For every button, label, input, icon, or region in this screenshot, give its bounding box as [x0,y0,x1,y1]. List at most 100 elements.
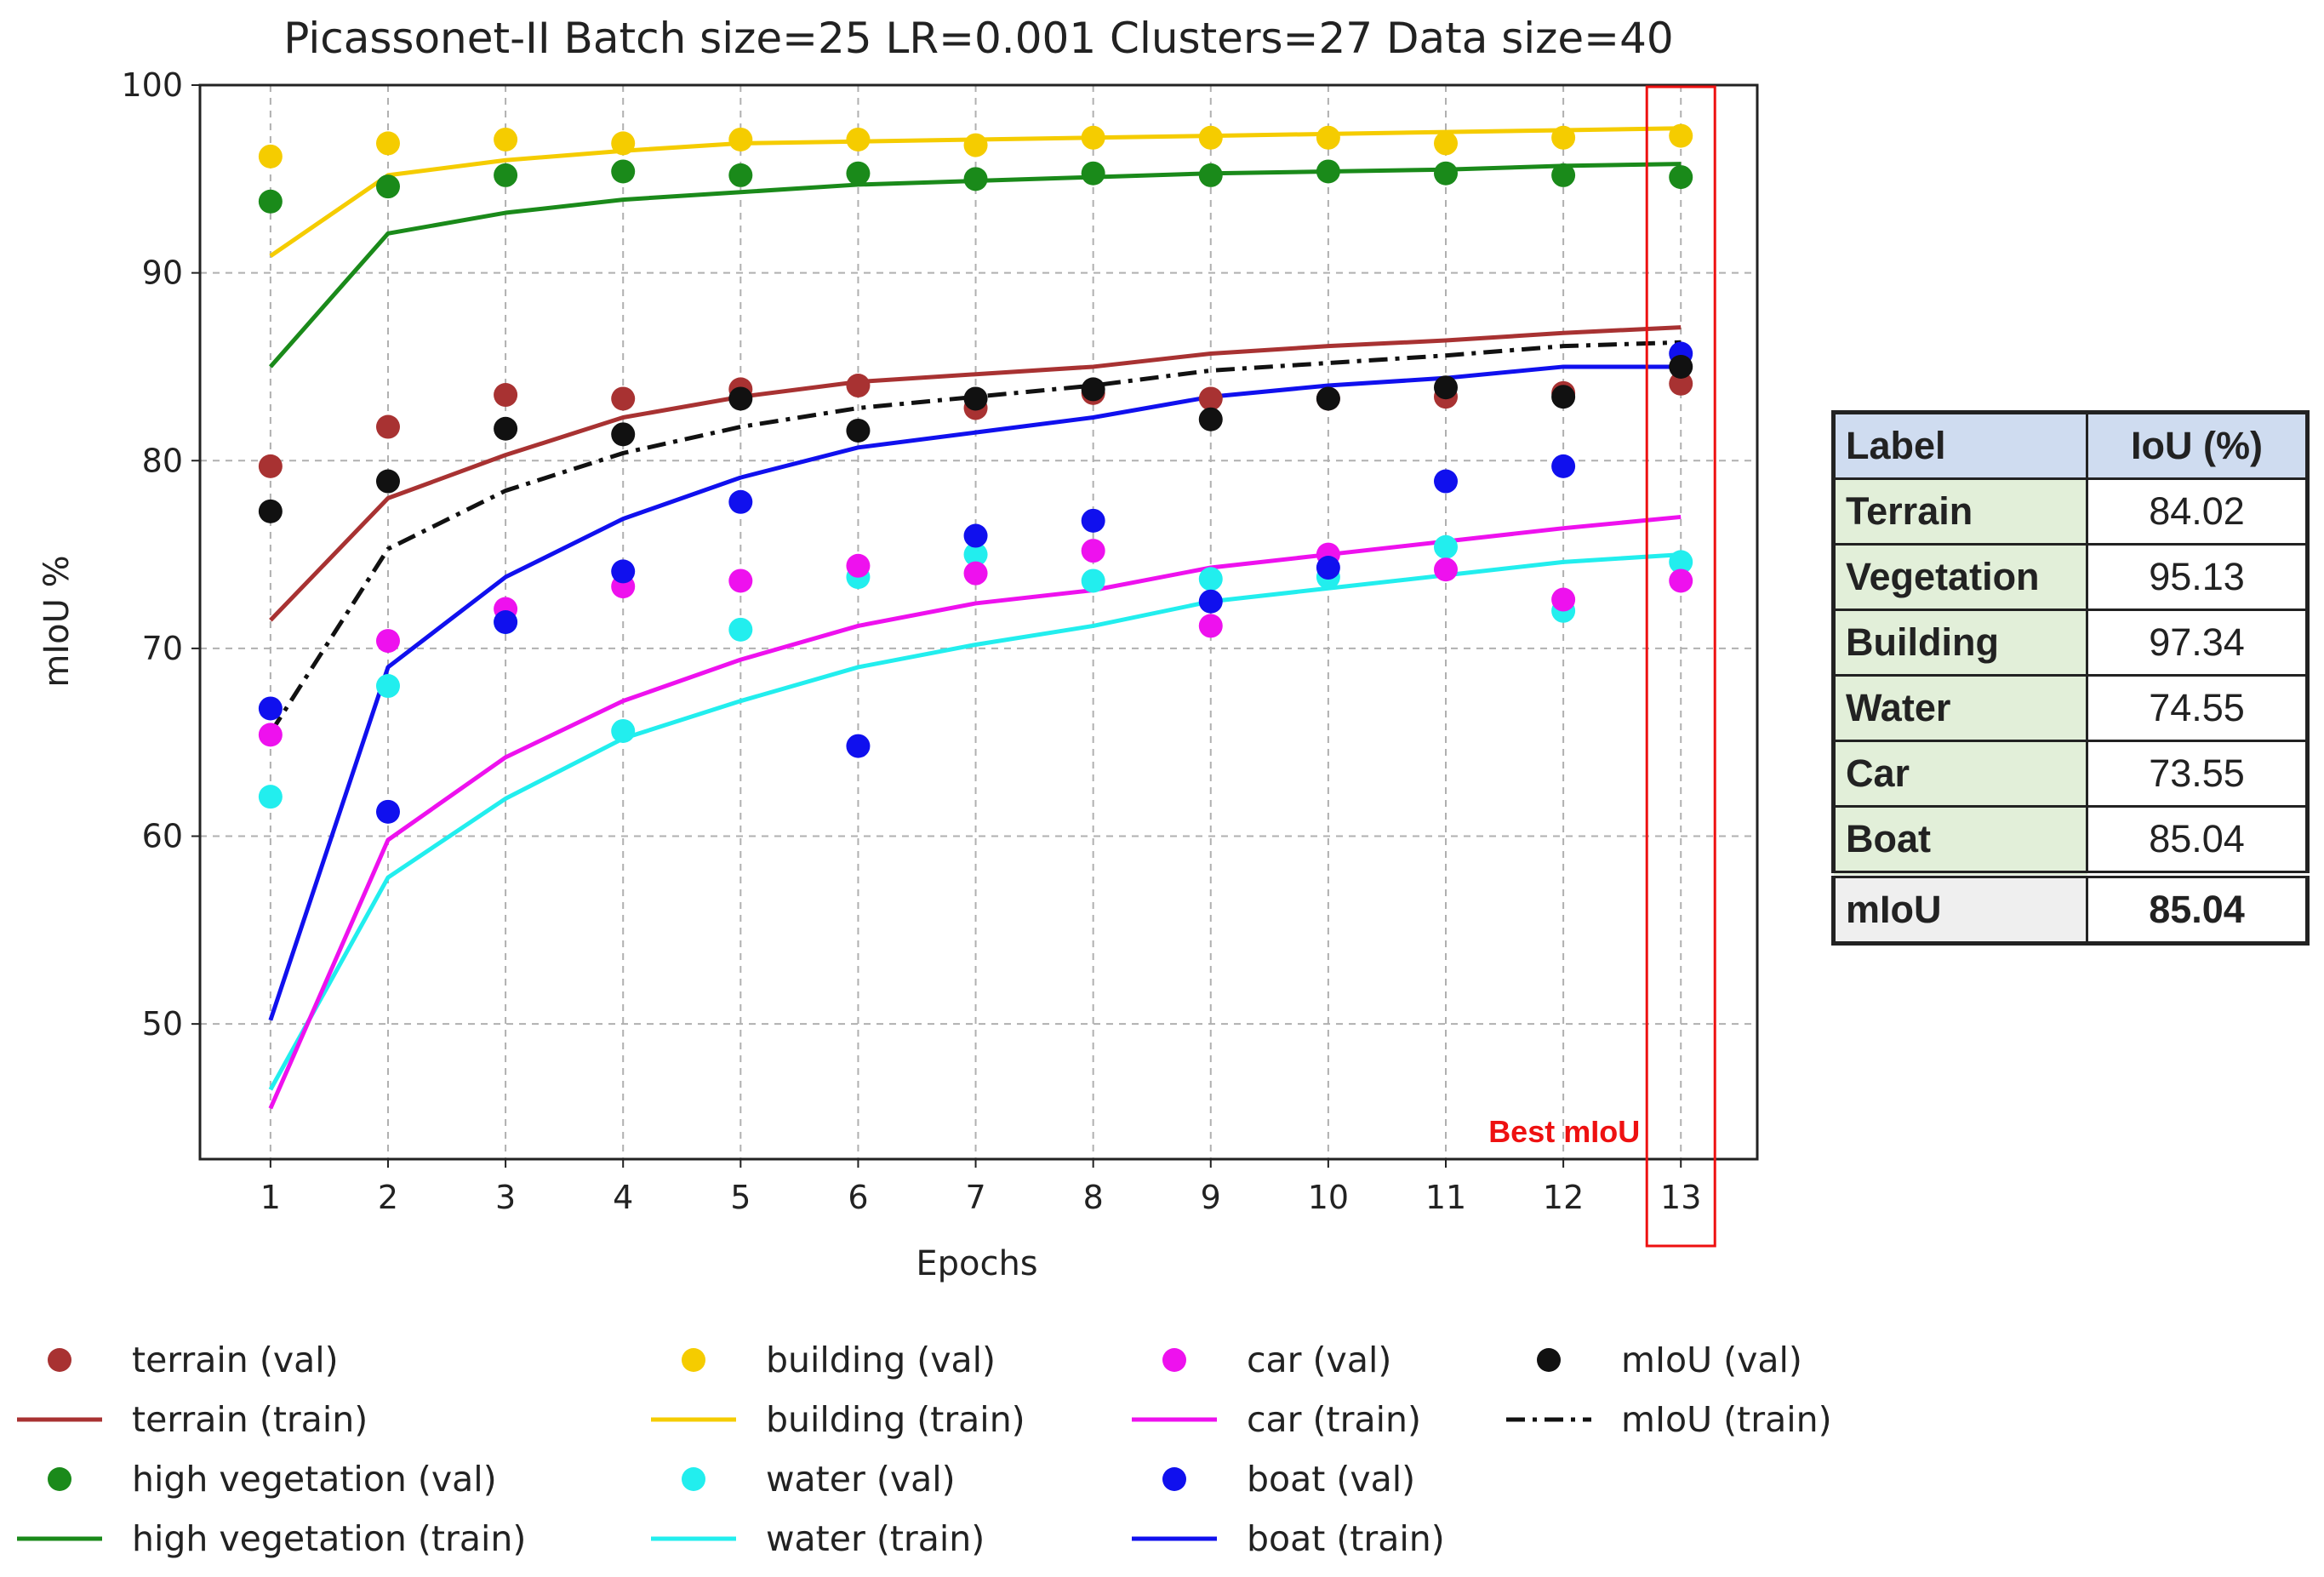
building-val-point [1669,123,1693,148]
terrain-val-point [494,383,518,408]
miou-train-line [268,340,1682,734]
total-value: 85.04 [2086,871,2309,945]
miou-val-point [846,418,871,443]
boat-val-point [611,559,636,584]
x-tick-label: 3 [495,1179,516,1216]
row-value: 97.34 [2086,609,2309,677]
miou-val-point [375,469,400,494]
car-val-point [1198,614,1223,638]
boat-val-point [963,523,988,548]
x-tick-label: 13 [1660,1179,1701,1216]
miou-val-point [1551,385,1576,409]
legend-marker [1162,1348,1186,1372]
boat-val-point [1198,589,1223,614]
boat-val-point [494,610,518,634]
header-iou: IoU (%) [2086,411,2309,480]
legend-label: water (val) [766,1459,956,1500]
legend-label: car (train) [1247,1399,1421,1440]
terrain-train-line [269,325,1682,622]
miou-val-point [1198,407,1223,431]
building-val-point [1198,125,1223,150]
legend-marker [682,1467,705,1491]
high-vegetation-val-point [728,163,753,187]
building-val-point [963,133,988,157]
high-vegetation-val-point [963,167,988,191]
x-tick-label: 12 [1543,1179,1584,1216]
row-label: Building [1832,609,2088,677]
building-val-point [1434,131,1458,156]
terrain-val-point [846,374,871,398]
terrain-val-point [611,386,636,411]
building-val-point [1081,125,1105,150]
terrain-val-point [375,414,400,439]
water-val-point [1434,534,1458,559]
grid [200,84,1757,1159]
water-val-point [1669,550,1693,574]
table-header-row: Label IoU (%) [1832,411,2309,480]
x-tick-label: 4 [613,1179,633,1216]
miou-val-point [1669,354,1693,379]
water-val-point [1198,567,1223,591]
boat-val-point [728,489,753,514]
x-tick-label: 11 [1425,1179,1466,1216]
row-value: 84.02 [2086,477,2309,546]
car-val-point [963,561,988,586]
legend-label: boat (val) [1247,1459,1415,1500]
building-val-point [846,127,871,151]
car-val-point [1669,569,1693,593]
water-val-point [963,542,988,567]
building-val-point [611,131,636,156]
row-label: Boat [1832,805,2088,876]
water-val-point [728,617,753,642]
best-epoch-highlight [1645,85,1716,1248]
best-miou-label: Best mIoU [1488,1114,1640,1149]
legend-marker [1162,1467,1186,1491]
high-vegetation-val-point [375,174,400,199]
water-val-point [611,718,636,743]
x-tick-label: 9 [1201,1179,1221,1216]
terrain-val-point [1198,386,1223,411]
legend-marker [48,1348,71,1372]
miou-val-point [1316,386,1340,411]
water-val-point [258,785,283,809]
miou-val-point [728,386,753,411]
legend-label: mIoU (train) [1621,1399,1832,1440]
x-tick-label: 10 [1308,1179,1349,1216]
row-label: Car [1832,740,2088,808]
legend-label: terrain (val) [132,1340,339,1380]
x-tick-label: 2 [378,1179,398,1216]
y-tick-label: 100 [121,66,183,104]
x-tick-label: 5 [730,1179,751,1216]
row-label: Vegetation [1832,543,2088,611]
legend-label: building (val) [766,1340,996,1380]
legend: terrain (val) terrain (train) high vegetat… [17,1340,1832,1559]
iou-table: Label IoU (%) Terrain 84.02 Vegetation 95.… [1831,410,2310,946]
table-total-row: mIoU 85.04 [1832,871,2309,945]
y-tick-label: 60 [142,818,183,855]
car-val-point [258,723,283,747]
y-tick-label: 70 [142,630,183,667]
car-val-point [846,553,871,578]
x-tick-label: 6 [848,1179,868,1216]
table-row: Car 73.55 [1832,740,2309,808]
boat-val-point [846,734,871,758]
car-val-point [375,629,400,654]
header-label: Label [1832,411,2088,480]
legend-label: mIoU (val) [1621,1340,1802,1380]
car-val-point [1551,587,1576,612]
x-axis-title: Epochs [916,1244,1037,1283]
car-val-point [1434,557,1458,582]
x-tick-label: 7 [965,1179,985,1216]
table-row: Building 97.34 [1832,609,2309,677]
legend-label: terrain (train) [132,1399,368,1440]
legend-marker [1537,1348,1561,1372]
boat-val-point [1316,556,1340,580]
legend-marker [48,1467,71,1491]
total-label: mIoU [1832,871,2088,945]
high-vegetation-val-point [611,159,636,184]
legend-label: boat (train) [1247,1518,1445,1559]
high-vegetation-val-point [1434,161,1458,186]
water-val-point [1081,569,1105,593]
